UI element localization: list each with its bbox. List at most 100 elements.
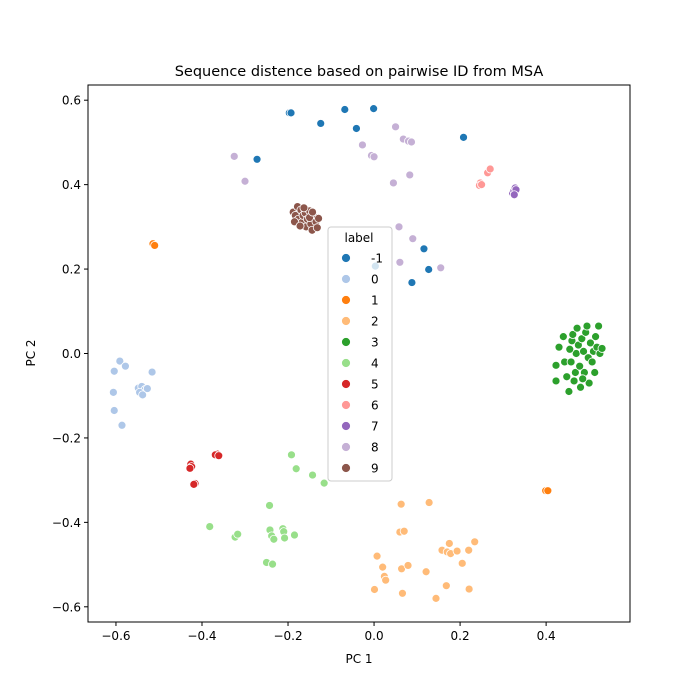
data-point	[444, 539, 454, 548]
data-point	[117, 420, 127, 430]
data-point	[312, 223, 322, 233]
data-point	[424, 265, 434, 274]
data-point	[138, 390, 148, 400]
legend-label: 6	[371, 399, 379, 413]
data-point	[565, 344, 575, 354]
data-point	[252, 154, 262, 164]
data-point	[551, 360, 561, 370]
data-point	[395, 257, 405, 267]
data-point	[408, 234, 418, 244]
data-point	[441, 581, 451, 591]
series-7	[508, 183, 521, 200]
data-point	[554, 342, 564, 352]
data-point	[591, 332, 600, 342]
y-tick-label: −0.2	[52, 431, 81, 445]
x-tick-label: 0.4	[537, 629, 556, 643]
data-point	[340, 105, 350, 114]
x-axis: −0.6 −0.4 −0.2 0.0 0.2 0.4	[101, 622, 556, 643]
x-tick-label: −0.2	[273, 629, 302, 643]
data-point	[233, 529, 243, 539]
legend-box	[327, 226, 393, 482]
x-tick-label: 0.0	[365, 629, 384, 643]
data-point	[214, 451, 224, 461]
data-point	[291, 464, 301, 474]
data-point	[566, 357, 576, 367]
legend-marker	[341, 295, 351, 305]
x-axis-title: PC 1	[345, 652, 372, 666]
data-point	[594, 321, 603, 331]
data-point	[457, 558, 467, 568]
data-point	[582, 321, 592, 331]
data-point	[590, 368, 600, 377]
legend-entry: 6	[341, 399, 379, 413]
data-point	[569, 376, 579, 386]
data-point	[391, 122, 400, 132]
data-point	[577, 334, 587, 344]
legend-entry: 2	[341, 315, 379, 329]
data-point	[459, 132, 468, 142]
data-point	[381, 575, 391, 585]
series-3	[551, 321, 607, 396]
data-point	[464, 545, 474, 555]
data-point	[269, 534, 279, 544]
series-4	[205, 450, 329, 569]
data-point	[477, 180, 487, 190]
x-tick-label: 0.2	[451, 629, 470, 643]
plot-area	[108, 104, 607, 603]
legend-marker	[341, 442, 351, 452]
legend-label: 8	[371, 441, 379, 455]
data-point	[205, 522, 215, 531]
x-tick-label: −0.6	[101, 629, 130, 643]
legend-entry: 1	[341, 294, 379, 308]
data-point	[189, 479, 199, 489]
data-point	[378, 562, 388, 572]
data-point	[229, 151, 239, 161]
data-point	[586, 338, 595, 348]
legend-label: 2	[371, 315, 379, 329]
data-point	[287, 450, 296, 460]
series-6	[475, 164, 495, 190]
data-point	[431, 593, 441, 603]
y-axis-title: PC 2	[24, 339, 38, 366]
legend-entry: 9	[341, 462, 379, 476]
data-point	[372, 551, 382, 561]
chart-title: Sequence distence based on pairwise ID f…	[175, 64, 544, 80]
data-point	[551, 376, 561, 386]
data-point	[564, 387, 574, 396]
data-point	[396, 499, 406, 509]
data-point	[185, 463, 195, 473]
data-point	[147, 367, 157, 377]
legend-entry: -1	[341, 252, 383, 266]
data-point	[485, 164, 495, 174]
data-point	[314, 214, 323, 223]
legend-label: 4	[371, 357, 379, 371]
series-5	[185, 449, 224, 489]
data-point	[389, 178, 398, 188]
y-tick-label: 0.0	[62, 347, 81, 361]
data-point	[568, 330, 578, 339]
data-point	[407, 278, 417, 287]
y-tick-label: 0.2	[62, 263, 81, 277]
data-point	[369, 152, 379, 162]
data-point	[150, 241, 160, 250]
data-point	[405, 170, 415, 180]
y-tick-label: 0.4	[62, 178, 81, 192]
data-point	[421, 567, 431, 577]
series-2	[370, 498, 480, 603]
data-point	[268, 559, 277, 569]
series-8	[229, 122, 446, 273]
legend-marker	[341, 400, 351, 410]
x-tick-label: −0.4	[187, 629, 216, 643]
y-tick-label: −0.6	[52, 600, 81, 614]
series-9	[288, 202, 323, 235]
data-point	[576, 382, 585, 392]
legend-entry: 4	[341, 357, 379, 371]
data-point	[452, 546, 462, 556]
legend-title: label	[344, 231, 373, 245]
data-point	[436, 263, 446, 273]
data-point	[295, 221, 305, 231]
legend-label: 9	[371, 462, 379, 476]
legend-label: 0	[371, 273, 379, 287]
legend-entry: 3	[341, 336, 379, 350]
data-points	[108, 104, 607, 603]
